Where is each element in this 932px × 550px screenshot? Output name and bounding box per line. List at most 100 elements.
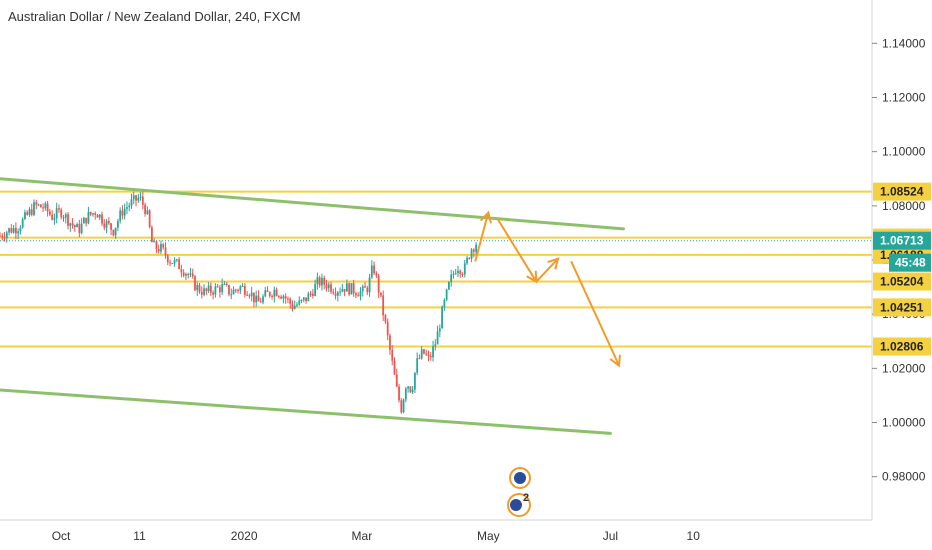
countdown-tag — [889, 253, 931, 272]
candle-body-69 — [155, 241, 158, 250]
candle-body-135 — [305, 297, 307, 302]
candle-body-136 — [307, 293, 310, 302]
candle-body-98 — [221, 284, 224, 293]
candle-body-50 — [112, 229, 115, 236]
candle-body-118 — [266, 290, 269, 293]
candle-body-208 — [470, 249, 473, 259]
candle-body-116 — [262, 296, 264, 303]
y-tick-label-8: 0.98000 — [882, 470, 926, 484]
event-badge-new-zealand[interactable]: 2 — [507, 492, 531, 517]
trend-line-1[interactable] — [0, 388, 612, 435]
candle-body-111 — [250, 292, 253, 297]
candle-body-64 — [144, 204, 147, 215]
event-badge-australia[interactable] — [509, 467, 531, 489]
candle-body-40 — [89, 211, 92, 215]
current-price-label: 1.06713 — [880, 234, 924, 248]
candle-body-65 — [146, 210, 149, 215]
candle-body-171 — [386, 321, 389, 336]
candle-body-169 — [382, 295, 385, 316]
candle-body-15 — [33, 202, 35, 215]
candle-body-186 — [420, 349, 423, 359]
candle-body-188 — [425, 353, 428, 355]
arrow-line-2[interactable] — [535, 257, 559, 283]
candle-body-196 — [443, 299, 446, 307]
arrow-line-1[interactable] — [496, 217, 538, 283]
candle-body-47 — [105, 220, 108, 228]
candle-body-178 — [402, 399, 405, 413]
candle-body-198 — [448, 282, 450, 290]
candle-body-209 — [472, 249, 475, 252]
candle-body-172 — [389, 335, 391, 351]
candle-body-161 — [364, 286, 366, 288]
candle-body-7 — [14, 227, 17, 234]
candle-body-3 — [5, 232, 8, 238]
candle-body-167 — [377, 275, 380, 293]
candle-body-129 — [291, 304, 294, 309]
candle-body-58 — [130, 199, 133, 206]
candle-body-206 — [466, 257, 468, 264]
candle-body-10 — [21, 218, 24, 228]
level-tag-5 — [873, 337, 931, 356]
arrow-head-2 — [547, 257, 560, 270]
candle-body-12 — [26, 212, 29, 215]
candle-body-201 — [454, 273, 457, 275]
candle-body-184 — [416, 358, 419, 373]
candle-body-9 — [19, 227, 22, 232]
candle-body-143 — [323, 277, 326, 285]
candle-body-193 — [436, 331, 439, 345]
candle-body-63 — [141, 196, 144, 205]
candle-body-103 — [232, 289, 235, 295]
candle-body-168 — [379, 292, 382, 296]
candle-body-24 — [53, 218, 56, 220]
candle-body-106 — [239, 286, 242, 291]
y-tick-label-3: 1.08000 — [882, 199, 926, 213]
candle-body-202 — [457, 270, 459, 274]
y-tick-label-0: 1.14000 — [882, 36, 926, 50]
candle-body-21 — [46, 203, 49, 212]
candle-body-46 — [103, 223, 106, 228]
candle-body-152 — [343, 288, 346, 292]
candle-body-66 — [148, 210, 151, 228]
candle-body-110 — [248, 295, 251, 297]
candle-body-113 — [255, 295, 258, 303]
candle-body-200 — [452, 273, 455, 275]
candle-body-174 — [393, 360, 396, 375]
candle-body-185 — [418, 358, 421, 360]
candle-body-160 — [361, 286, 364, 292]
trend-line-0[interactable] — [0, 177, 625, 231]
candle-body-104 — [234, 289, 237, 291]
y-tick-label-1: 1.12000 — [882, 91, 926, 105]
time-axis-ticks[interactable]: Oct 11 2020 Mar May Jul 10 — [52, 529, 701, 543]
candle-body-97 — [219, 287, 221, 293]
candle-body-23 — [51, 214, 54, 220]
candle-body-163 — [368, 277, 371, 293]
candle-body-41 — [92, 213, 94, 215]
candle-body-199 — [450, 274, 453, 283]
candle-body-126 — [284, 296, 287, 299]
candle-body-130 — [293, 305, 296, 309]
candle-body-96 — [216, 286, 219, 288]
candle-body-141 — [318, 277, 321, 286]
arrow-line-3[interactable] — [570, 260, 621, 367]
candle-body-44 — [98, 214, 101, 218]
candle-body-179 — [404, 388, 407, 400]
candle-body-124 — [280, 296, 283, 299]
candle-body-107 — [241, 285, 244, 287]
candle-body-55 — [123, 208, 126, 216]
level-tag-0 — [873, 182, 931, 201]
countdown-label: 45:48 — [895, 256, 926, 270]
candle-body-31 — [69, 223, 72, 226]
candle-body-67 — [151, 227, 153, 243]
flag-fill-icon — [510, 499, 522, 511]
candle-body-13 — [28, 209, 31, 215]
candle-body-0 — [0, 235, 1, 237]
candle-body-49 — [110, 223, 112, 230]
level-tag-label-5: 1.02806 — [880, 340, 924, 354]
arrow-line-0[interactable] — [474, 212, 490, 262]
candle-body-187 — [423, 349, 425, 354]
candle-body-79 — [178, 259, 181, 270]
x-tick-label-0: Oct — [52, 529, 71, 543]
